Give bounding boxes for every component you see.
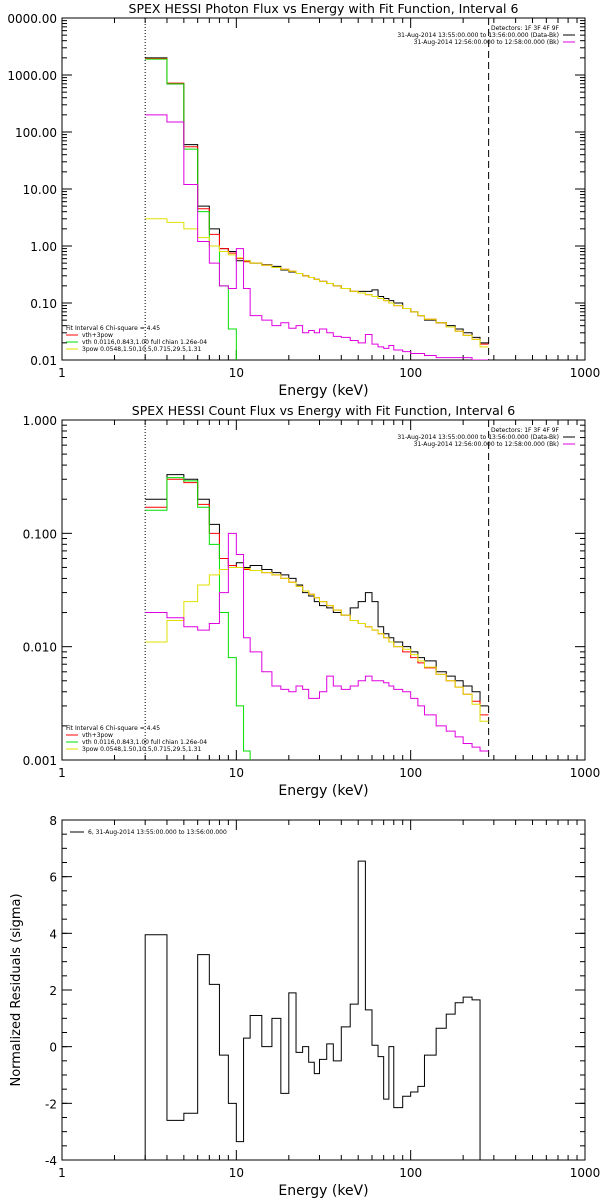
series-line-data-bk — [145, 57, 489, 344]
legend-text: 31-Aug-2014 12:56:00.000 to 12:58:00.000… — [414, 441, 559, 448]
y-tick-label: 1000.00 — [7, 69, 57, 83]
y-tick-label: 0000.00 — [7, 12, 57, 26]
legend-text: vth+3pow — [82, 732, 113, 739]
y-tick-label: 0.100 — [23, 527, 57, 541]
x-tick-label: 1 — [58, 1166, 66, 1180]
legend-text: 6, 31-Aug-2014 13:55:00.000 to 13:56:00.… — [88, 829, 227, 836]
series-line-3pow — [145, 566, 489, 722]
x-tick-label: 10 — [229, 1166, 244, 1180]
plot-frame — [61, 17, 586, 361]
legend-text: 31-Aug-2014 12:56:00.000 to 12:58:00.000… — [414, 39, 559, 46]
panel-3: 1 10 100 1000 -4 -2 0 2 4 6 8 Energy (keV) Normalize… — [9, 814, 600, 1199]
legend-text: 31-Aug-2014 13:55:00.000 to 13:56:00.000… — [397, 32, 559, 39]
plot-frame — [61, 819, 586, 1161]
y-tick-label: 0.001 — [23, 754, 57, 768]
series-line-vth-3pow — [145, 57, 489, 345]
series-line-vth — [145, 58, 237, 360]
series-group — [145, 57, 489, 360]
x-tick-label: 10 — [229, 366, 244, 380]
legend-text: vth 0.0116,0.843,1.00 full chian 1.26e-0… — [82, 339, 207, 346]
y-tick-label: 100.00 — [15, 126, 57, 140]
x-tick-label: 100 — [399, 1166, 422, 1180]
x-tick-label: 100 — [399, 366, 422, 380]
y-tick-label: 0.10 — [30, 297, 57, 311]
y-tick-label: 1.000 — [23, 414, 57, 428]
y-tick-label: 8 — [49, 814, 57, 828]
legend-text: vth+3pow — [82, 332, 113, 339]
y-tick-label: 1.00 — [30, 240, 57, 254]
series-line-vth — [145, 477, 251, 760]
legend-text: Fit Interval 6 Chi-square = 4.45 — [66, 725, 160, 732]
series-group — [144, 860, 481, 1160]
legend-text: 3pow 0.0548,1.50,10.5,0.715,29.5,1.31 — [82, 746, 201, 753]
legend-text: Detectors: 1F 3F 4F 9F — [491, 25, 560, 32]
legend-text: Detectors: 1F 3F 4F 9F — [491, 427, 560, 434]
y-tick-label: 0 — [49, 1041, 57, 1055]
plot-frame — [61, 419, 586, 761]
x-tick-label: 1 — [58, 766, 66, 780]
x-axis-label: Energy (keV) — [278, 383, 368, 399]
legend-text: vth 0.0116,0.843,1.00 full chian 1.26e-0… — [82, 739, 207, 746]
series-line — [144, 860, 481, 1160]
y-tick-label: -4 — [45, 1154, 57, 1168]
x-tick-label: 1 — [58, 366, 66, 380]
y-axis-label: Normalized Residuals (sigma) — [9, 893, 24, 1086]
x-tick-label: 10 — [229, 766, 244, 780]
x-tick-label: 1000 — [570, 766, 600, 780]
y-tick-label: 10.00 — [23, 183, 57, 197]
y-tick-label: 6 — [49, 871, 57, 885]
y-tick-label: 0.01 — [30, 354, 57, 368]
chart-title: SPEX HESSI Photon Flux vs Energy with Fi… — [129, 1, 519, 16]
legend-text: 31-Aug-2014 13:55:00.000 to 13:56:00.000… — [397, 434, 559, 441]
x-axis-label: Energy (keV) — [278, 1183, 368, 1199]
series-line-data-bk — [145, 474, 489, 707]
chart-title: SPEX HESSI Count Flux vs Energy with Fit… — [132, 403, 515, 418]
series-line-bk — [145, 532, 489, 752]
y-tick-label: 4 — [49, 927, 57, 941]
y-tick-label: -2 — [45, 1097, 57, 1111]
series-line-3pow — [145, 218, 489, 348]
x-tick-label: 1000 — [570, 1166, 600, 1180]
x-axis-label: Energy (keV) — [278, 783, 368, 799]
x-tick-label: 1000 — [570, 366, 600, 380]
y-tick-label: 2 — [49, 984, 57, 998]
panel-2: 1 10 100 1000 0.001 0.010 0.100 1.000 SPEX HESSI… — [23, 403, 600, 799]
series-group — [145, 474, 489, 760]
legend-text: 3pow 0.0548,1.50,10.5,0.715,29.5,1.31 — [82, 346, 201, 353]
series-line-bk — [145, 114, 489, 360]
panel-1: 1 10 100 1000 0.01 0.10 1.00 10.00 100.00 1000.00… — [7, 1, 600, 399]
x-tick-label: 100 — [399, 766, 422, 780]
y-tick-label: 0.010 — [23, 641, 57, 655]
series-line-vth-3pow — [145, 478, 489, 716]
legend-text: Fit Interval 6 Chi-square = 4.45 — [66, 325, 160, 332]
